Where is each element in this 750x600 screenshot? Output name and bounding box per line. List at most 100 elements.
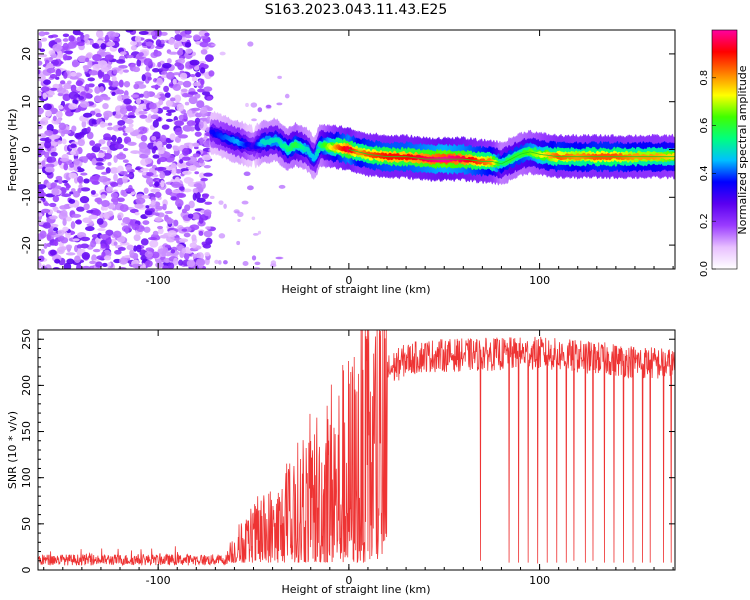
noise-blob — [174, 127, 183, 136]
noise-blob — [77, 175, 84, 184]
noise-blob — [107, 210, 114, 217]
noise-blob — [277, 256, 284, 260]
noise-blob — [170, 195, 177, 201]
colorbar-tick-label: 0.0 — [699, 261, 710, 277]
noise-blob — [157, 61, 162, 68]
noise-blob — [38, 191, 47, 198]
noise-blob — [148, 167, 155, 174]
noise-blob — [104, 54, 114, 61]
noise-blob — [77, 139, 85, 147]
noise-blob — [154, 191, 162, 198]
noise-blob — [80, 91, 86, 95]
noise-blob — [171, 189, 182, 194]
noise-blob — [139, 145, 149, 153]
noise-blob — [205, 226, 211, 230]
noise-blob — [134, 203, 144, 209]
noise-blob — [177, 57, 186, 64]
snr-axes: -100 0 100 0 50 100 150 200 250 — [20, 329, 675, 587]
noise-blob — [46, 182, 52, 189]
noise-blob — [52, 195, 60, 203]
noise-blob — [125, 105, 134, 112]
noise-blob — [98, 175, 109, 183]
noise-blob — [123, 98, 132, 105]
noise-blob — [93, 95, 104, 103]
noise-blob — [158, 99, 164, 106]
noise-blob — [89, 176, 99, 184]
noise-blob — [151, 136, 157, 141]
noise-blob — [197, 88, 205, 93]
noise-blob — [123, 69, 130, 73]
noise-blob — [98, 139, 106, 145]
noise-blob — [95, 112, 102, 118]
noise-blob — [140, 168, 150, 172]
noise-blob — [93, 61, 99, 65]
noise-blob — [183, 177, 193, 184]
noise-blob — [131, 263, 142, 269]
noise-blob — [121, 222, 126, 226]
noise-blob — [183, 112, 188, 120]
noise-blob — [69, 191, 74, 195]
noise-blob — [42, 92, 47, 100]
noise-blob — [38, 107, 45, 115]
noise-blob — [136, 59, 142, 67]
noise-blob — [218, 200, 224, 205]
noise-blob — [68, 172, 78, 179]
noise-blob — [257, 230, 262, 235]
noise-blob — [194, 131, 202, 137]
noise-blob — [139, 93, 144, 98]
noise-blob — [65, 244, 73, 250]
noise-blob — [56, 118, 62, 124]
snr-ytick-label: 0 — [20, 567, 33, 574]
noise-blob — [46, 234, 52, 242]
noise-blob — [68, 103, 78, 110]
noise-blob — [119, 51, 127, 56]
noise-blob — [170, 97, 176, 102]
noise-blob — [172, 145, 180, 152]
noise-blob — [95, 162, 104, 166]
noise-blob — [124, 226, 129, 234]
noise-blob — [103, 205, 109, 211]
noise-blob — [42, 116, 51, 121]
noise-blob — [47, 231, 57, 236]
noise-blob — [145, 177, 154, 186]
noise-blob — [76, 232, 87, 239]
noise-blob — [205, 237, 213, 245]
noise-blob — [162, 265, 169, 269]
noise-blob — [118, 79, 124, 88]
noise-blob — [49, 215, 58, 220]
noise-blob — [172, 78, 177, 85]
noise-blob — [147, 76, 152, 81]
noise-blob — [60, 209, 68, 217]
noise-blob — [48, 34, 54, 39]
noise-blob — [143, 90, 150, 99]
noise-blob — [200, 177, 208, 182]
noise-blob — [82, 156, 89, 164]
noise-blob — [284, 93, 290, 99]
noise-blob — [115, 111, 121, 115]
noise-blob — [205, 127, 210, 133]
noise-blob — [184, 246, 190, 254]
noise-blob — [178, 134, 188, 139]
noise-blob — [117, 120, 126, 126]
noise-blob — [125, 118, 134, 125]
noise-blob — [74, 72, 83, 78]
noise-blob — [62, 38, 69, 42]
colorbar-tick-label: 0.8 — [699, 70, 710, 86]
noise-blob — [65, 216, 72, 222]
noise-blob — [187, 213, 194, 219]
noise-blob — [102, 152, 113, 160]
noise-blob — [127, 141, 137, 146]
noise-blob — [44, 166, 55, 173]
noise-blob — [134, 35, 142, 43]
noise-blob — [193, 183, 203, 188]
noise-blob — [119, 257, 128, 265]
noise-blob — [140, 249, 146, 253]
noise-blob — [195, 71, 202, 78]
noise-blob — [133, 83, 140, 90]
noise-blob — [102, 73, 111, 82]
noise-blob — [104, 34, 110, 43]
noise-blob — [120, 189, 125, 196]
noise-blob — [88, 214, 98, 220]
noise-blob — [42, 222, 51, 229]
noise-blob — [141, 171, 147, 176]
